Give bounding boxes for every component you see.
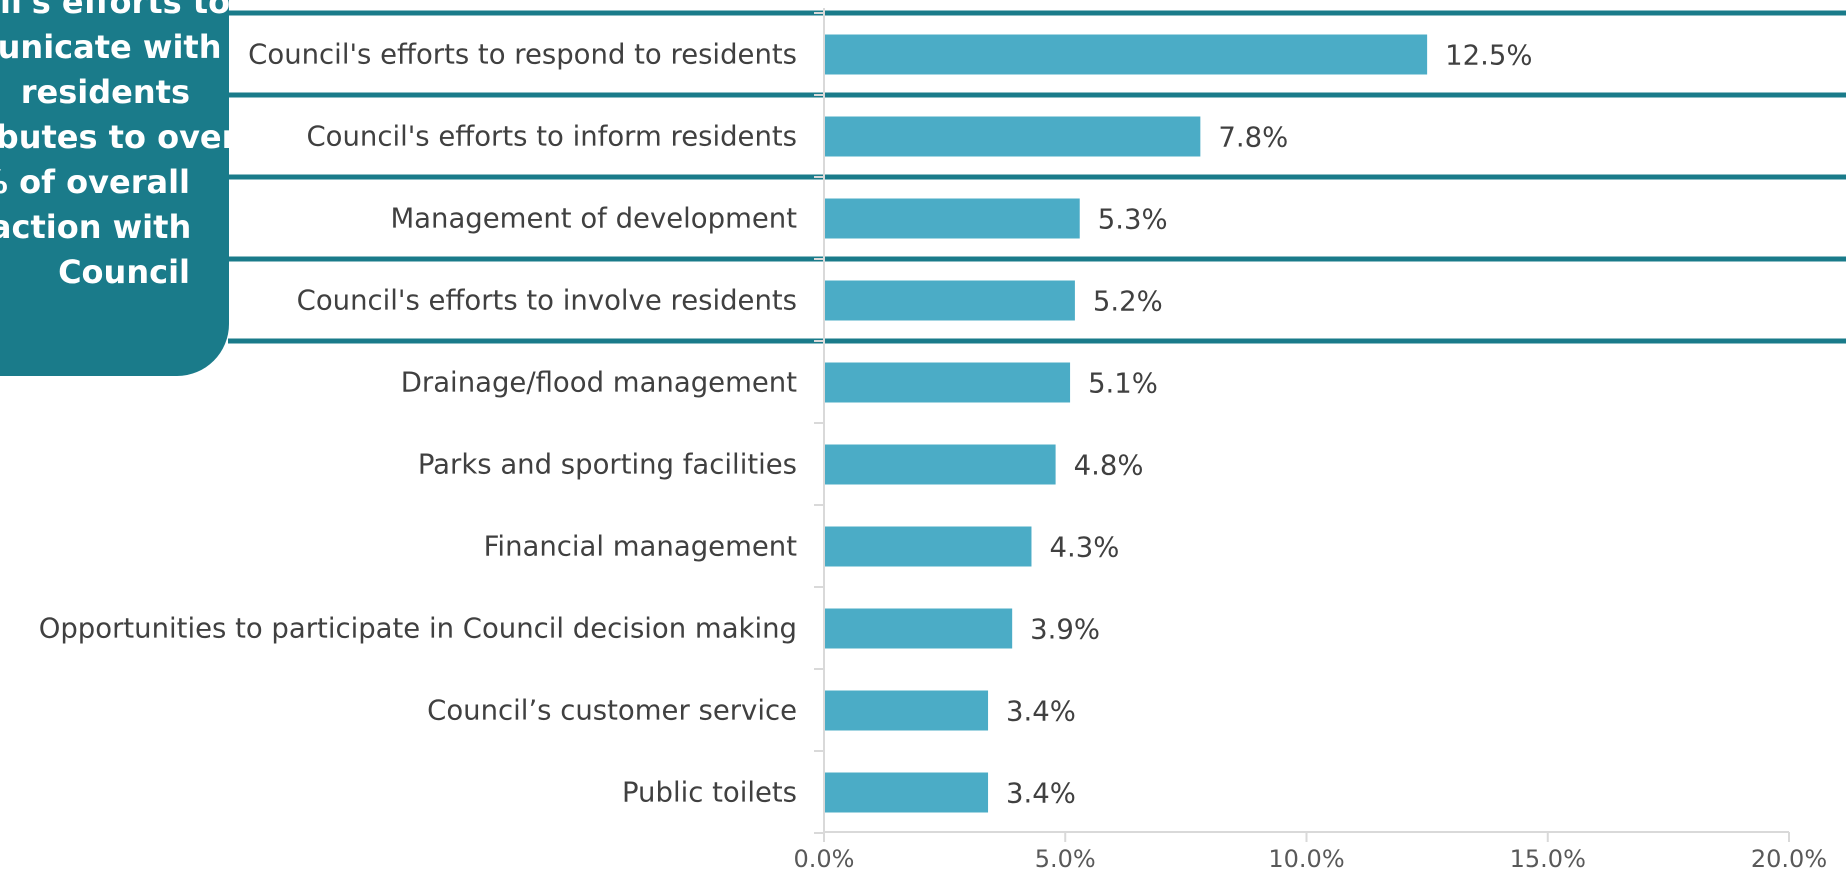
data-label: 5.3% [1098,204,1168,236]
category-label: Drainage/flood management [401,367,797,399]
data-label: 7.8% [1218,122,1288,154]
data-label: 3.9% [1030,614,1100,646]
x-tick-label: 10.0% [1268,845,1344,873]
x-tick-label: 0.0% [794,845,855,873]
callout-line: Council [58,253,190,291]
callout-line: 30% of overall [0,163,190,201]
x-tick-label: 15.0% [1510,845,1586,873]
x-tick-label: 5.0% [1035,845,1096,873]
x-tick-label: 20.0% [1751,845,1827,873]
highlight-band-line [228,338,1846,344]
bar [825,526,1032,567]
data-label: 3.4% [1006,778,1076,810]
bar [825,34,1428,75]
bar [825,772,989,813]
callout-line: Council's efforts to [0,0,229,21]
category-label: Parks and sporting facilities [418,449,797,481]
callout-line: satisfaction with [0,208,192,246]
category-label: Council’s customer service [427,695,797,727]
callout-box: Council's efforts to communicate with re… [0,0,229,376]
callout-line: communicate with [0,28,222,66]
bar [825,116,1201,157]
bar [825,280,1075,321]
category-label: Financial management [484,531,798,563]
category-label: Opportunities to participate in Council … [39,613,797,645]
bar [825,608,1013,649]
callout-line: residents [20,73,190,111]
data-label: 4.3% [1049,532,1119,564]
category-label: Management of development [390,203,797,235]
highlight-band-line [228,92,1846,98]
data-label: 12.5% [1445,40,1532,72]
bar [825,362,1071,403]
data-label: 4.8% [1074,450,1144,482]
data-label: 5.1% [1088,368,1158,400]
bar [825,690,989,731]
data-label: 3.4% [1006,696,1076,728]
highlight-band-line [228,10,1846,16]
bar [825,444,1056,485]
highlight-band-line [228,256,1846,262]
bar [825,198,1080,239]
category-label: Council's efforts to inform residents [306,121,797,153]
highlight-band-line [228,174,1846,180]
data-label: 5.2% [1093,286,1163,318]
category-label: Council's efforts to involve residents [297,285,797,317]
category-label: Public toilets [622,777,797,809]
category-label: Council's efforts to respond to resident… [248,39,797,71]
